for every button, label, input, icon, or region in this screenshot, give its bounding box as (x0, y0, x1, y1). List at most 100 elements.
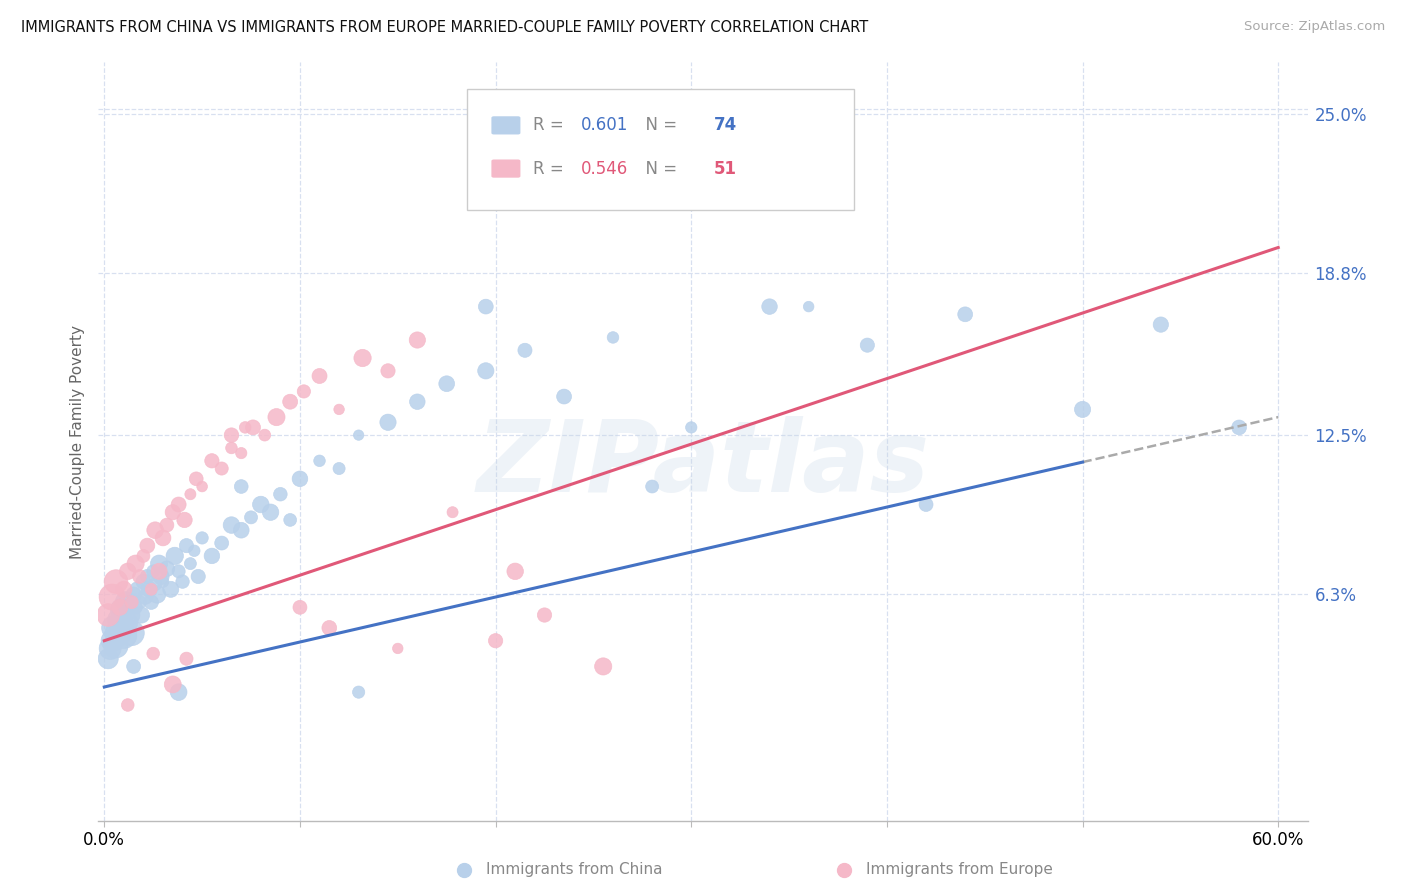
Point (117, 565, 139, 579)
Point (201, 549, 224, 563)
Point (915, 498, 938, 512)
Point (107, 626, 129, 640)
Point (250, 498, 273, 512)
Point (758, 300, 780, 314)
Point (179, 487, 201, 501)
Point (162, 505, 184, 519)
Point (352, 351, 374, 365)
Point (681, 420, 703, 434)
Point (112, 582, 135, 597)
Point (146, 587, 169, 601)
Point (167, 565, 190, 579)
Text: ZIPatlas: ZIPatlas (477, 416, 929, 513)
Point (98, 641, 121, 656)
Point (231, 523, 253, 537)
Point (484, 633, 506, 648)
Point (163, 549, 186, 563)
Point (797, 300, 820, 314)
Point (406, 333, 429, 347)
Point (221, 441, 243, 455)
Point (347, 685, 370, 699)
Point (152, 531, 174, 545)
Point (221, 428, 243, 442)
Point (97, 607, 120, 622)
Point (150, 569, 173, 583)
Text: R =: R = (533, 160, 568, 178)
Point (122, 659, 145, 673)
Point (111, 603, 134, 617)
Point (641, 479, 664, 493)
Point (387, 641, 409, 656)
Point (308, 369, 330, 384)
Point (117, 615, 139, 630)
Point (117, 698, 139, 712)
Point (136, 539, 159, 553)
Point (142, 647, 165, 661)
Point (127, 582, 149, 597)
Point (231, 479, 253, 493)
Point (108, 613, 131, 627)
Point (186, 472, 208, 486)
Point (167, 685, 190, 699)
Point (288, 472, 311, 486)
Point (475, 364, 498, 378)
Point (211, 461, 233, 475)
Text: Immigrants from Europe: Immigrants from Europe (866, 863, 1053, 877)
Point (128, 569, 150, 583)
Point (128, 595, 150, 609)
Point (266, 410, 288, 425)
Point (132, 574, 155, 589)
Point (475, 300, 498, 314)
Point (172, 574, 194, 589)
Point (105, 574, 128, 589)
Point (124, 600, 146, 615)
Point (121, 626, 143, 640)
FancyBboxPatch shape (492, 160, 520, 178)
Point (187, 569, 209, 583)
Point (347, 428, 370, 442)
Point (101, 590, 124, 604)
Point (131, 607, 153, 622)
Point (201, 454, 224, 468)
Text: IMMIGRANTS FROM CHINA VS IMMIGRANTS FROM EUROPE MARRIED-COUPLE FAMILY POVERTY CO: IMMIGRANTS FROM CHINA VS IMMIGRANTS FROM… (21, 20, 869, 35)
Point (259, 505, 281, 519)
Point (152, 574, 174, 589)
Point (162, 677, 184, 691)
Point (278, 513, 301, 527)
Point (1071, 402, 1094, 417)
Point (191, 479, 214, 493)
Text: 74: 74 (714, 116, 737, 135)
Point (141, 582, 163, 597)
Point (318, 621, 340, 635)
Point (101, 633, 124, 648)
Point (156, 562, 179, 576)
Point (143, 523, 166, 537)
Point (328, 402, 350, 417)
Point (142, 565, 165, 579)
Y-axis label: Married-Couple Family Poverty: Married-Couple Family Poverty (69, 325, 84, 558)
Point (148, 565, 170, 579)
Point (233, 420, 256, 434)
Point (124, 557, 146, 571)
Point (503, 565, 526, 579)
FancyBboxPatch shape (467, 89, 855, 211)
Point (211, 536, 233, 550)
Point (278, 394, 301, 409)
Point (1227, 420, 1250, 434)
Text: N =: N = (636, 160, 683, 178)
Point (253, 428, 276, 442)
Point (288, 600, 311, 615)
Point (328, 461, 350, 475)
Point (1150, 318, 1173, 332)
Text: 0.546: 0.546 (581, 160, 628, 178)
Point (167, 498, 190, 512)
Point (953, 307, 976, 321)
Point (176, 651, 198, 665)
Point (602, 330, 624, 344)
Point (141, 595, 163, 609)
Point (377, 364, 399, 378)
Point (108, 600, 131, 615)
Point (143, 577, 166, 591)
Point (132, 549, 155, 563)
Point (191, 531, 214, 545)
